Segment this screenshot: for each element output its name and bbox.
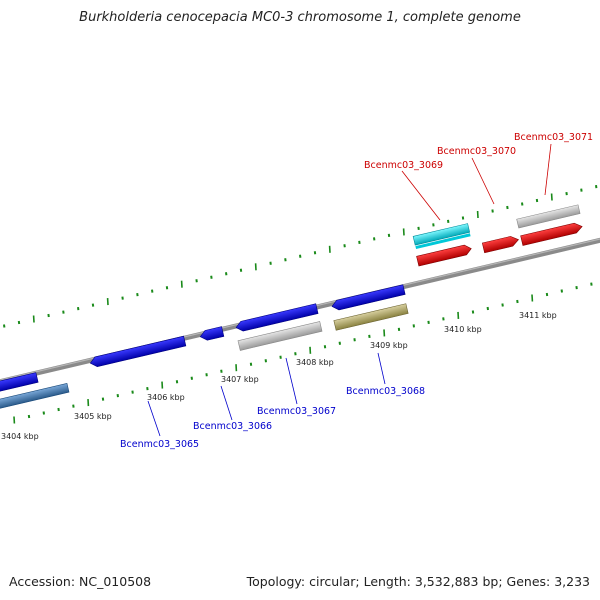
scale-label-3410: 3410 kbp	[444, 325, 482, 334]
scale-label-3408: 3408 kbp	[296, 358, 334, 367]
scale-label-3405: 3405 kbp	[74, 412, 112, 421]
topology-text: Topology: circular; Length: 3,532,883 bp…	[246, 574, 590, 589]
gene-cyan-3069-lower	[415, 233, 471, 250]
gene-label-3065: Bcenmc03_3065	[120, 439, 199, 450]
plus-strand-ticks	[3, 184, 598, 328]
gene-label-3068: Bcenmc03_3068	[346, 386, 425, 397]
map-title: Burkholderia cenocepacia MC0-3 chromosom…	[79, 10, 521, 25]
gene-arrow-3065[interactable]	[89, 335, 187, 368]
gene-arrow-3068[interactable]	[331, 284, 406, 312]
accession-text: Accession: NC_010508	[9, 574, 152, 589]
gene-arrow-3070[interactable]	[481, 235, 520, 254]
gene-olive-3068[interactable]	[333, 303, 409, 331]
gene-cyan-3069[interactable]	[412, 223, 471, 246]
gene-label-3070: Bcenmc03_3070	[437, 146, 516, 157]
minus-label-callouts	[147, 352, 386, 437]
gene-label-3069: Bcenmc03_3069	[364, 160, 443, 171]
gene-arrow-3066[interactable]	[199, 326, 225, 342]
gene-label-3071: Bcenmc03_3071	[514, 132, 593, 143]
gene-arrow-3071[interactable]	[520, 222, 584, 246]
scale-label-3406: 3406 kbp	[147, 393, 185, 402]
scale-label-3409: 3409 kbp	[370, 341, 408, 350]
scale-label-3411: 3411 kbp	[519, 311, 557, 320]
scale-label-3407: 3407 kbp	[221, 375, 259, 384]
gene-arrow-3064[interactable]	[0, 372, 39, 393]
gene-arrow-3067[interactable]	[235, 303, 319, 333]
gene-grey-3067[interactable]	[237, 321, 323, 351]
gene-label-3067: Bcenmc03_3067	[257, 406, 336, 417]
gene-label-3066: Bcenmc03_3066	[193, 421, 272, 432]
gene-steelblue-3064[interactable]	[0, 383, 70, 411]
gene-grey-3071[interactable]	[516, 204, 581, 229]
plus-label-callouts	[401, 143, 552, 221]
scale-label-3404: 3404 kbp	[1, 432, 39, 441]
gene-arrow-3069[interactable]	[416, 244, 473, 267]
minus-strand-ticks	[13, 282, 593, 424]
